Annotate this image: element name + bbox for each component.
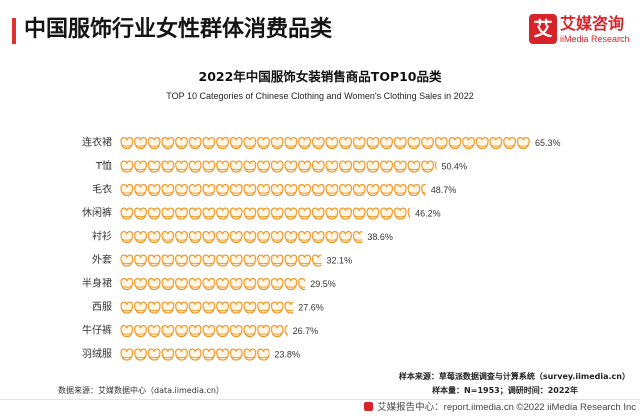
category-label: 牛仔裤 [82, 324, 112, 337]
value-label: 27.6% [298, 303, 324, 313]
chart-bar [120, 253, 322, 268]
category-label: 休闲裤 [82, 206, 112, 219]
report-center-line: 艾媒报告中心：report.iimedia.cn ©2022 iiMedia R… [364, 402, 636, 414]
chart-bar [120, 159, 437, 174]
page-title: 中国服饰行业女性群体消费品类 [24, 17, 333, 42]
sample-size-note: 样本量：N=1953；调研时间：2022年 [432, 386, 578, 395]
bar-row [120, 136, 530, 150]
chart-bar [120, 347, 270, 362]
bar-row [120, 347, 270, 362]
chart-bar [120, 300, 294, 315]
value-label: 23.8% [274, 350, 300, 360]
chart-bar [120, 206, 411, 221]
chart-bar [120, 230, 363, 244]
report-center-text: 艾媒报告中心：report.iimedia.cn ©2022 iiMedia R… [377, 402, 636, 413]
data-source-note: 数据来源：艾媒数据中心（data.iimedia.cn） [58, 386, 224, 395]
value-label: 32.1% [327, 256, 353, 266]
logo-name: 艾媒咨询 [560, 14, 625, 33]
category-label: 外套 [92, 253, 112, 266]
chart-bar [120, 324, 288, 338]
category-label: 连衣裙 [82, 136, 112, 149]
category-label: 西服 [92, 301, 112, 313]
pictograph-bar-chart: 连衣裙 65.3% T恤 50.4% 毛衣 48.7% 休闲裤 46.2% 衬衫 38.6% 外套 3… [82, 136, 561, 362]
bar-row [120, 300, 294, 315]
category-label: 衬衫 [92, 230, 112, 243]
bar-row [120, 183, 426, 197]
value-label: 50.4% [441, 162, 467, 172]
value-label: 29.5% [310, 279, 336, 289]
sample-source-note: 样本来源：草莓派数据调查与计算系统（survey.iimedia.cn） [398, 372, 630, 381]
logo-name-en: iiMedia Research [560, 34, 630, 44]
value-label: 26.7% [293, 326, 319, 336]
chart-subtitle: TOP 10 Categories of Chinese Clothing an… [166, 91, 474, 101]
iimedia-logo-icon: 艾 [529, 14, 557, 44]
category-label: 毛衣 [92, 183, 112, 196]
chart-bar [120, 277, 306, 291]
value-label: 46.2% [415, 209, 441, 219]
category-label: 半身裙 [82, 277, 112, 290]
chart-bar [120, 183, 426, 197]
category-label: 羽绒服 [82, 347, 112, 360]
report-logo-icon [364, 402, 374, 411]
value-label: 65.3% [535, 138, 561, 148]
value-label: 38.6% [367, 232, 393, 242]
title-accent-bar [12, 18, 16, 44]
bar-row [120, 253, 322, 268]
bar-row [120, 230, 363, 244]
footer-divider [0, 399, 640, 400]
bar-row [120, 159, 437, 174]
category-label: T恤 [95, 159, 112, 172]
chart-bar [120, 136, 530, 150]
bar-row [120, 277, 306, 291]
value-label: 48.7% [431, 185, 457, 195]
bar-row [120, 324, 288, 338]
chart-title: 2022年中国服饰女装销售商品TOP10品类 [198, 69, 442, 84]
bar-row [120, 206, 411, 221]
